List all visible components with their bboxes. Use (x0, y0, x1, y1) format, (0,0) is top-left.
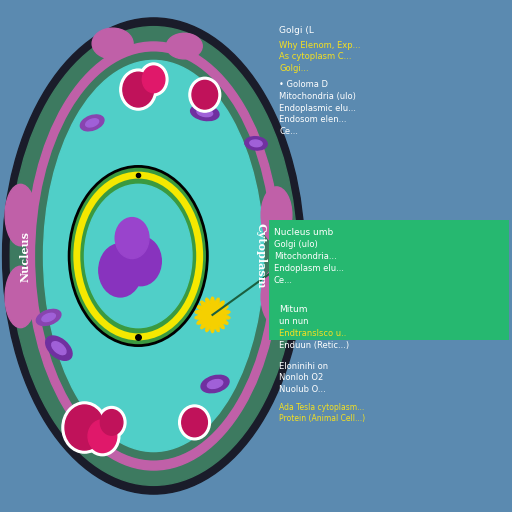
Text: Cytoplasm: Cytoplasm (255, 223, 267, 289)
Ellipse shape (85, 417, 120, 456)
Ellipse shape (120, 237, 161, 286)
Text: Enduun (Retic...): Enduun (Retic...) (279, 340, 349, 350)
Ellipse shape (197, 109, 212, 117)
Ellipse shape (179, 405, 210, 440)
Ellipse shape (120, 69, 157, 110)
Ellipse shape (189, 77, 221, 112)
Ellipse shape (166, 33, 202, 59)
Text: Endosom elen...: Endosom elen... (279, 115, 347, 124)
Text: Ce...: Ce... (274, 275, 293, 285)
Ellipse shape (52, 342, 66, 355)
Ellipse shape (182, 408, 207, 437)
Ellipse shape (46, 336, 72, 360)
Text: Ada Tesla cytoplasm...: Ada Tesla cytoplasm... (279, 402, 365, 412)
Ellipse shape (80, 115, 104, 131)
Ellipse shape (3, 18, 305, 494)
Text: As cytoplasm C...: As cytoplasm C... (279, 52, 352, 61)
Polygon shape (195, 297, 230, 333)
Ellipse shape (261, 187, 292, 243)
Ellipse shape (97, 407, 126, 438)
Text: Golgi...: Golgi... (279, 64, 309, 73)
Ellipse shape (36, 52, 271, 460)
Text: Mitochondria...: Mitochondria... (274, 252, 337, 261)
Text: Golgi (L: Golgi (L (279, 26, 314, 35)
Ellipse shape (139, 63, 168, 96)
Ellipse shape (42, 313, 55, 322)
Ellipse shape (5, 184, 36, 246)
Text: Nonloh O2: Nonloh O2 (279, 373, 323, 382)
Ellipse shape (36, 309, 61, 326)
Text: Why Elenom, Exp...: Why Elenom, Exp... (279, 40, 360, 50)
Text: Eloninihi on: Eloninihi on (279, 361, 328, 371)
Text: • Goloma D: • Goloma D (279, 80, 328, 89)
Text: Nuolub O...: Nuolub O... (279, 385, 326, 394)
Ellipse shape (65, 405, 104, 450)
Ellipse shape (88, 420, 117, 453)
Text: Golgi (ulo): Golgi (ulo) (274, 240, 317, 249)
Ellipse shape (62, 402, 107, 453)
Ellipse shape (190, 104, 219, 121)
Ellipse shape (123, 72, 154, 107)
Ellipse shape (86, 119, 99, 127)
Ellipse shape (261, 269, 292, 325)
Ellipse shape (250, 140, 262, 147)
Ellipse shape (84, 184, 192, 328)
Text: Endtranslsco u..: Endtranslsco u.. (279, 329, 347, 338)
Ellipse shape (99, 244, 142, 297)
Ellipse shape (92, 28, 133, 59)
Text: Protein (Animal Cell...): Protein (Animal Cell...) (279, 414, 365, 423)
Ellipse shape (10, 27, 297, 485)
Ellipse shape (69, 166, 207, 346)
FancyBboxPatch shape (269, 220, 509, 340)
Text: Nucleus: Nucleus (19, 230, 30, 282)
Ellipse shape (44, 60, 264, 452)
Text: un nun: un nun (279, 317, 309, 326)
Text: Mitum: Mitum (279, 305, 308, 314)
Text: Nucleus umb: Nucleus umb (274, 228, 333, 238)
Ellipse shape (245, 137, 267, 150)
Ellipse shape (27, 42, 281, 470)
Ellipse shape (142, 66, 165, 93)
Text: Mitochondria (ulo): Mitochondria (ulo) (279, 92, 356, 101)
Text: Ce...: Ce... (279, 127, 298, 136)
Ellipse shape (201, 375, 229, 393)
Ellipse shape (192, 80, 218, 109)
Text: Endoplasm elu...: Endoplasm elu... (274, 264, 344, 273)
Ellipse shape (207, 379, 223, 389)
Ellipse shape (115, 218, 149, 259)
Ellipse shape (100, 410, 123, 435)
Text: Endoplasmic elu...: Endoplasmic elu... (279, 103, 356, 113)
Ellipse shape (5, 266, 36, 328)
